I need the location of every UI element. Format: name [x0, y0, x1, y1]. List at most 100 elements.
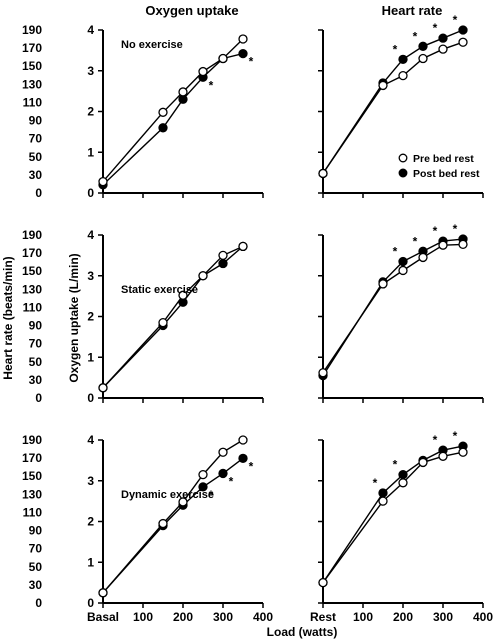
y-tick-label: 3	[87, 269, 94, 283]
y-tick-label: 4	[87, 228, 94, 242]
x-tick-label: 200	[173, 610, 193, 624]
y-tick-label: 1	[87, 145, 94, 159]
left-column-title: Oxygen uptake	[145, 3, 238, 18]
hr-tick-label: 150	[22, 264, 42, 278]
hr-tick-label: 0	[35, 596, 42, 610]
panel-1: 0 1 2 3 4 0 30 50 70 90 110 130 150 170 190 * * No exerci…	[22, 23, 264, 200]
y-tick-label: 4	[87, 23, 94, 37]
data-point-pre	[398, 70, 408, 81]
significance-asterisk: *	[433, 224, 438, 238]
data-point-pre	[198, 469, 208, 480]
x-tick-label: 100	[353, 610, 373, 624]
hr-tick-label: 90	[29, 524, 43, 538]
data-point-post	[238, 453, 248, 463]
series-line-post	[322, 238, 464, 376]
data-point-pre	[198, 66, 208, 77]
panel-label: Static exercise	[121, 284, 198, 296]
hr-tick-label: 130	[22, 282, 42, 296]
data-point-post	[398, 256, 408, 267]
hr-tick-label: 0	[35, 186, 42, 200]
significance-asterisk: *	[453, 222, 458, 236]
significance-asterisk: *	[453, 13, 458, 27]
panel-5: 0 1 2 3 4 0 30 50 70 90 110 130 150 170 190 Basal 100 200…	[22, 433, 273, 624]
significance-asterisk: *	[393, 458, 398, 472]
hr-tick-label: 90	[29, 319, 43, 333]
panel-label: Dynamic exercise	[121, 489, 214, 501]
data-point-post	[198, 482, 208, 492]
data-point-pre	[178, 87, 188, 97]
panel-label: No exercise	[121, 39, 183, 51]
panel-4: * * * *	[318, 222, 484, 403]
hr-tick-label: 30	[29, 578, 43, 592]
data-point-post	[458, 25, 468, 35]
data-point-pre	[218, 250, 228, 261]
data-point-pre	[218, 53, 228, 64]
hr-tick-label: 150	[22, 59, 42, 73]
data-point-pre	[378, 496, 388, 506]
significance-asterisk: *	[413, 29, 418, 43]
data-point-pre	[238, 241, 248, 252]
data-point-post	[398, 54, 408, 64]
hr-tick-label: 130	[22, 487, 42, 501]
hr-tick-label: 70	[29, 132, 43, 146]
hr-tick-label: 170	[22, 246, 42, 260]
right-column-title: Heart rate	[382, 3, 443, 18]
data-point-pre	[158, 107, 168, 117]
data-point-post	[418, 41, 428, 51]
data-point-pre	[98, 383, 108, 393]
hr-tick-label: 110	[23, 95, 43, 109]
data-point-pre	[398, 265, 408, 276]
hr-tick-label: 70	[29, 542, 43, 556]
hr-tick-label: 90	[29, 114, 43, 128]
series-line-pre	[322, 243, 464, 374]
data-point-pre	[318, 577, 328, 588]
x-tick-label: 300	[213, 610, 233, 624]
x-tick-label: 100	[133, 610, 153, 624]
legend-post-marker	[398, 168, 408, 178]
series-line-post	[102, 52, 244, 186]
y-tick-label: 2	[87, 515, 94, 529]
hr-tick-label: 50	[29, 355, 43, 369]
data-point-pre	[418, 457, 428, 468]
data-point-post	[158, 123, 168, 133]
hr-axis-title: Heart rate (beats/min)	[1, 256, 15, 379]
significance-asterisk: *	[453, 429, 458, 443]
x-tick-label: Rest	[310, 610, 336, 624]
x-axis-title: Load (watts)	[267, 625, 338, 639]
series-line-post	[102, 457, 244, 594]
data-point-pre	[318, 168, 328, 179]
x-tick-label: 400	[253, 610, 273, 624]
hr-tick-label: 110	[23, 505, 43, 519]
data-point-pre	[438, 451, 448, 461]
data-point-pre	[458, 37, 468, 47]
data-point-pre	[398, 478, 408, 488]
hr-tick-label: 30	[29, 373, 43, 387]
panel-3: 0 1 2 3 4 0 30 50 70 90 110 130 150 170 190 Static exer…	[22, 228, 264, 405]
hr-tick-label: 150	[22, 469, 42, 483]
x-tick-label: 400	[473, 610, 493, 624]
data-point-pre	[178, 497, 188, 507]
hr-tick-label: 130	[22, 77, 42, 91]
data-point-pre	[438, 240, 448, 250]
y-tick-label: 0	[87, 391, 94, 405]
hr-tick-label: 170	[22, 41, 42, 55]
significance-asterisk: *	[393, 244, 398, 258]
hr-tick-label: 30	[29, 168, 43, 182]
legend-post-label: Post bed rest	[413, 168, 480, 180]
y-tick-label: 3	[87, 64, 94, 78]
data-point-pre	[98, 176, 108, 187]
series-line-pre	[102, 38, 244, 183]
data-point-pre	[158, 518, 168, 529]
hr-tick-label: 190	[22, 228, 42, 242]
significance-asterisk: *	[209, 488, 214, 502]
hr-tick-label: 70	[29, 337, 43, 351]
y-tick-label: 2	[87, 105, 94, 119]
y-tick-label: 2	[87, 310, 94, 324]
panel-6: Rest 100 200 300 400 * * * *	[310, 429, 493, 624]
y-tick-label: 4	[87, 433, 94, 447]
y-tick-label: 3	[87, 474, 94, 488]
y-tick-label: 0	[87, 596, 94, 610]
significance-asterisk: *	[433, 433, 438, 447]
